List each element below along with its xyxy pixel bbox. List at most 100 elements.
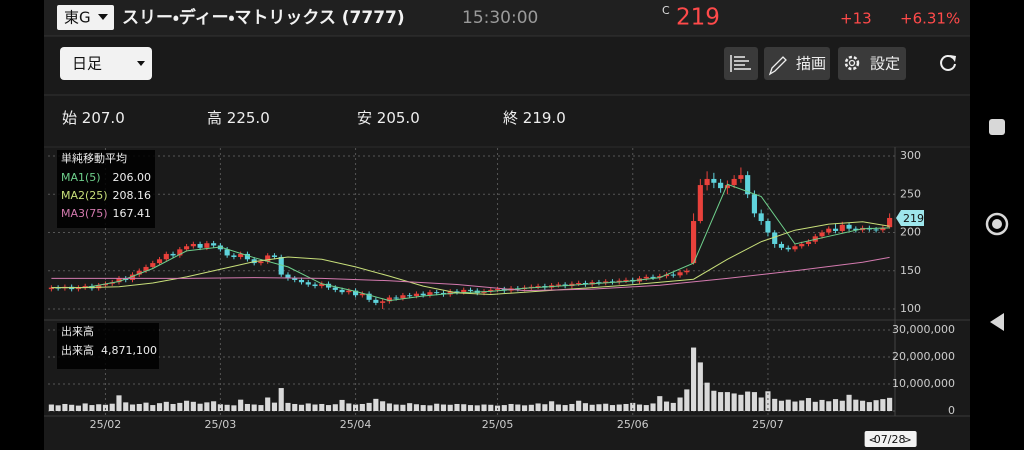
volume-bar bbox=[109, 403, 115, 411]
candle-body bbox=[792, 246, 798, 250]
volume-bar bbox=[609, 405, 616, 411]
candle-body bbox=[150, 263, 156, 267]
volume-bar bbox=[373, 398, 379, 411]
candle-body bbox=[454, 291, 460, 293]
candle-body bbox=[156, 259, 163, 264]
volume-bar bbox=[447, 404, 453, 411]
y-tick-label: 10,000,000 bbox=[892, 377, 955, 390]
period: 日足 bbox=[72, 55, 102, 73]
period-select[interactable] bbox=[60, 47, 152, 80]
volume-bar bbox=[143, 402, 149, 411]
nav-back[interactable] bbox=[990, 313, 1004, 331]
nav-home[interactable] bbox=[985, 212, 1009, 236]
volume-bar bbox=[325, 405, 332, 411]
volume-bar bbox=[244, 403, 250, 411]
indicator-button[interactable] bbox=[724, 47, 758, 80]
nav-recent[interactable] bbox=[989, 119, 1005, 135]
x-tick-label: 25/02 bbox=[90, 418, 122, 431]
volume-bar bbox=[427, 405, 433, 411]
volume-bar bbox=[190, 401, 196, 411]
volume-bar bbox=[116, 395, 122, 411]
volume-bar bbox=[258, 405, 264, 411]
candle-body bbox=[271, 255, 278, 257]
last-price: 219 bbox=[676, 5, 720, 31]
volume-bar bbox=[48, 404, 54, 411]
summary-item: 高 225.0 bbox=[207, 109, 270, 127]
candle-body bbox=[778, 243, 785, 248]
candle-body bbox=[603, 281, 609, 283]
candle-body bbox=[434, 292, 440, 294]
candle-body bbox=[305, 282, 311, 285]
candle-body bbox=[758, 213, 764, 222]
candle-body bbox=[785, 247, 791, 250]
date-cursor bbox=[864, 431, 917, 447]
summary-label: 高 bbox=[207, 109, 222, 127]
volume-bar bbox=[677, 397, 683, 411]
gear-icon bbox=[848, 59, 856, 67]
candle-body bbox=[880, 227, 886, 231]
candle-body bbox=[136, 270, 142, 275]
volume-bar bbox=[69, 404, 75, 411]
y-tick-label: 0 bbox=[948, 404, 955, 417]
volume-bar bbox=[474, 405, 480, 411]
volume-bar bbox=[549, 401, 555, 411]
candle-body bbox=[832, 228, 839, 231]
volume-bar bbox=[778, 400, 785, 411]
dropdown-arrow bbox=[98, 14, 108, 20]
volume-bar bbox=[251, 404, 257, 411]
candle-body bbox=[535, 286, 541, 288]
volume-bar bbox=[461, 404, 467, 411]
market-select[interactable] bbox=[57, 5, 114, 30]
legend-name: MA2(25) bbox=[61, 189, 108, 202]
legend-title: 出来高 bbox=[61, 324, 94, 338]
candle-body bbox=[731, 178, 737, 186]
volume-bar bbox=[657, 396, 663, 411]
candle-body bbox=[285, 274, 291, 279]
candle-body bbox=[190, 243, 196, 247]
volume-bar bbox=[407, 403, 413, 411]
volume-bar bbox=[82, 403, 88, 411]
candle-body bbox=[393, 297, 399, 299]
draw-button[interactable] bbox=[764, 47, 830, 80]
y-tick-label: 100 bbox=[900, 302, 921, 315]
volume-bar bbox=[488, 404, 494, 411]
candle-body bbox=[292, 278, 298, 280]
settings-button[interactable] bbox=[838, 47, 906, 80]
volume-bar bbox=[663, 401, 670, 411]
candle-body bbox=[494, 289, 501, 291]
y-tick-label: 250 bbox=[900, 187, 921, 200]
volume-bar bbox=[420, 405, 426, 411]
candle-body bbox=[420, 293, 426, 296]
candle-body bbox=[846, 224, 852, 229]
volume-bar bbox=[197, 403, 203, 411]
ma-line bbox=[51, 256, 890, 292]
volume-bar bbox=[454, 403, 460, 411]
volume-bar bbox=[751, 392, 757, 411]
volume-bar bbox=[278, 388, 284, 411]
volume-bar bbox=[224, 404, 230, 411]
candle-body bbox=[826, 228, 832, 233]
volume-bar bbox=[400, 404, 406, 411]
volume-bar bbox=[745, 391, 751, 411]
volume-bar bbox=[129, 404, 136, 411]
candle-body bbox=[258, 261, 264, 264]
refresh-icon[interactable] bbox=[940, 55, 956, 71]
volume-bar bbox=[603, 403, 609, 411]
candle-body bbox=[616, 280, 622, 283]
candle-body bbox=[339, 289, 345, 293]
candle-body bbox=[488, 289, 494, 292]
summary-label: 終 bbox=[503, 109, 518, 127]
candle-body bbox=[467, 289, 474, 291]
volume-bar bbox=[542, 404, 548, 411]
header-bar bbox=[44, 0, 970, 36]
candle-body bbox=[819, 232, 825, 237]
volume-bar bbox=[731, 393, 737, 411]
volume-bar bbox=[305, 403, 311, 411]
candle-body bbox=[386, 297, 392, 302]
volume-bar bbox=[434, 403, 440, 411]
candle-body bbox=[346, 290, 352, 293]
price-tag bbox=[896, 209, 924, 226]
candle-body bbox=[765, 221, 771, 233]
candle-body bbox=[373, 299, 379, 303]
